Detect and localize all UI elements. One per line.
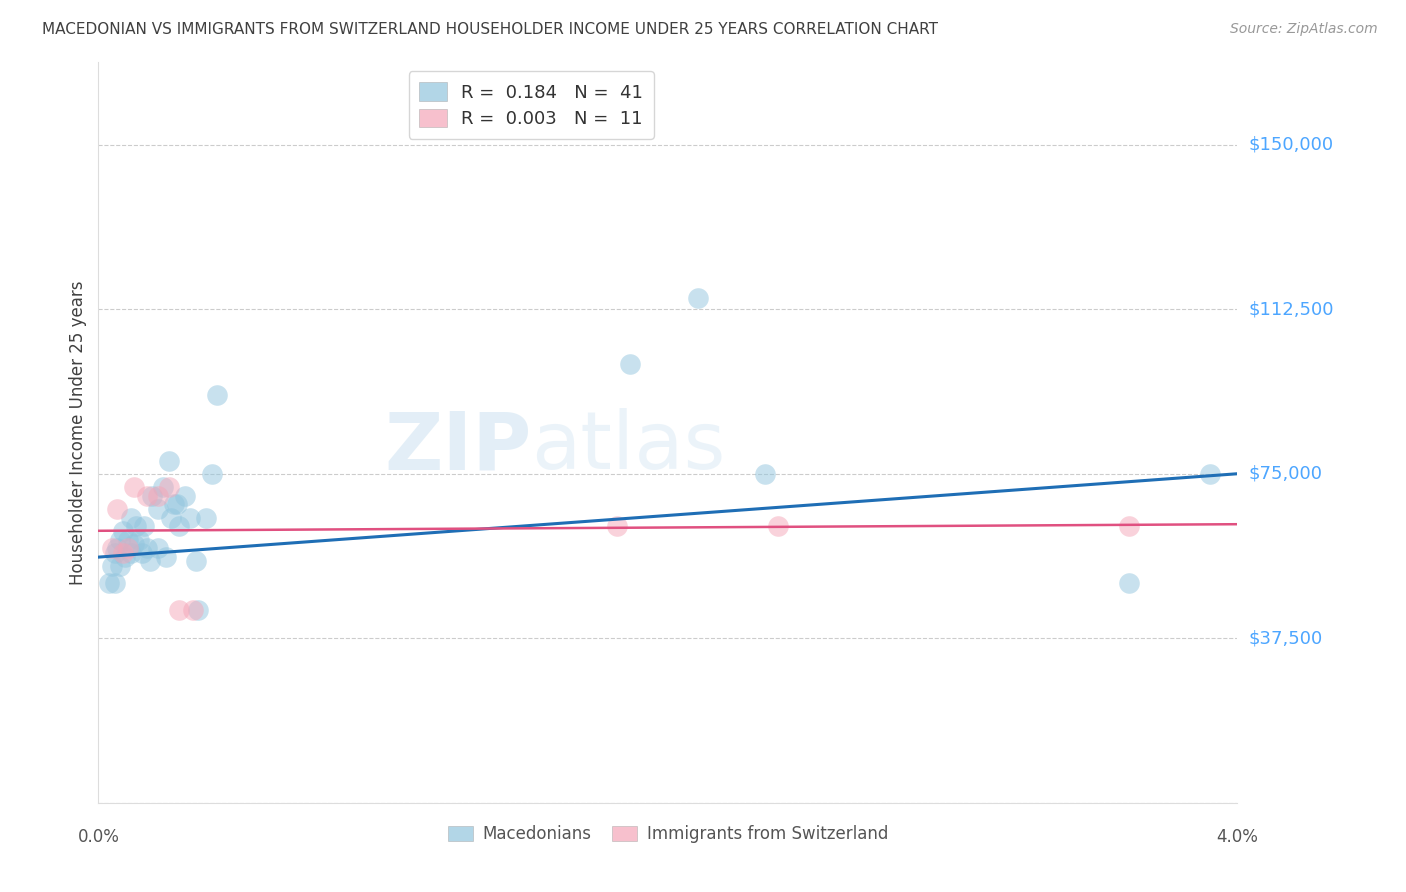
Point: [160, 510, 183, 524]
Point: [201, 467, 224, 481]
Point: [131, 546, 153, 560]
Text: Source: ZipAtlas.com: Source: ZipAtlas.com: [1230, 22, 1378, 37]
Point: [111, 524, 134, 538]
Text: $37,500: $37,500: [1249, 629, 1323, 648]
Point: [104, 546, 127, 560]
Text: $75,000: $75,000: [1249, 465, 1323, 483]
Text: ZIP: ZIP: [384, 409, 531, 486]
Point: [173, 489, 195, 503]
Point: [117, 533, 139, 547]
Text: $112,500: $112,500: [1249, 301, 1334, 318]
Point: [108, 533, 131, 547]
Point: [152, 480, 174, 494]
Point: [619, 357, 641, 371]
Point: [155, 550, 177, 565]
Point: [105, 501, 128, 516]
Point: [754, 467, 776, 481]
Point: [134, 519, 156, 533]
Point: [146, 501, 169, 516]
Point: [105, 541, 128, 556]
Point: [181, 603, 204, 617]
Point: [108, 558, 131, 573]
Point: [1199, 467, 1222, 481]
Text: MACEDONIAN VS IMMIGRANTS FROM SWITZERLAND HOUSEHOLDER INCOME UNDER 25 YEARS CORR: MACEDONIAN VS IMMIGRANTS FROM SWITZERLAN…: [42, 22, 938, 37]
Legend: Macedonians, Immigrants from Switzerland: Macedonians, Immigrants from Switzerland: [441, 819, 894, 850]
Point: [136, 489, 159, 503]
Point: [205, 388, 228, 402]
Point: [146, 541, 169, 556]
Point: [606, 519, 628, 533]
Text: 4.0%: 4.0%: [1216, 828, 1258, 846]
Point: [195, 510, 218, 524]
Point: [169, 603, 191, 617]
Point: [128, 533, 150, 547]
Point: [98, 576, 121, 591]
Point: [120, 510, 142, 524]
Point: [157, 453, 180, 467]
Point: [117, 541, 139, 556]
Point: [120, 546, 142, 560]
Point: [146, 489, 169, 503]
Point: [686, 291, 709, 305]
Point: [136, 541, 159, 556]
Point: [138, 554, 160, 568]
Point: [187, 603, 209, 617]
Point: [125, 519, 148, 533]
Text: atlas: atlas: [531, 409, 725, 486]
Point: [169, 519, 191, 533]
Point: [157, 480, 180, 494]
Point: [141, 489, 163, 503]
Point: [163, 498, 186, 512]
Point: [179, 510, 201, 524]
Text: $150,000: $150,000: [1249, 136, 1333, 153]
Point: [122, 480, 145, 494]
Point: [101, 541, 124, 556]
Point: [768, 519, 790, 533]
Point: [166, 498, 188, 512]
Point: [122, 537, 145, 551]
Y-axis label: Householder Income Under 25 years: Householder Income Under 25 years: [69, 280, 87, 585]
Point: [114, 550, 136, 565]
Point: [101, 558, 124, 573]
Text: 0.0%: 0.0%: [77, 828, 120, 846]
Point: [1118, 576, 1140, 591]
Point: [104, 576, 127, 591]
Point: [184, 554, 207, 568]
Point: [111, 546, 134, 560]
Point: [1118, 519, 1140, 533]
